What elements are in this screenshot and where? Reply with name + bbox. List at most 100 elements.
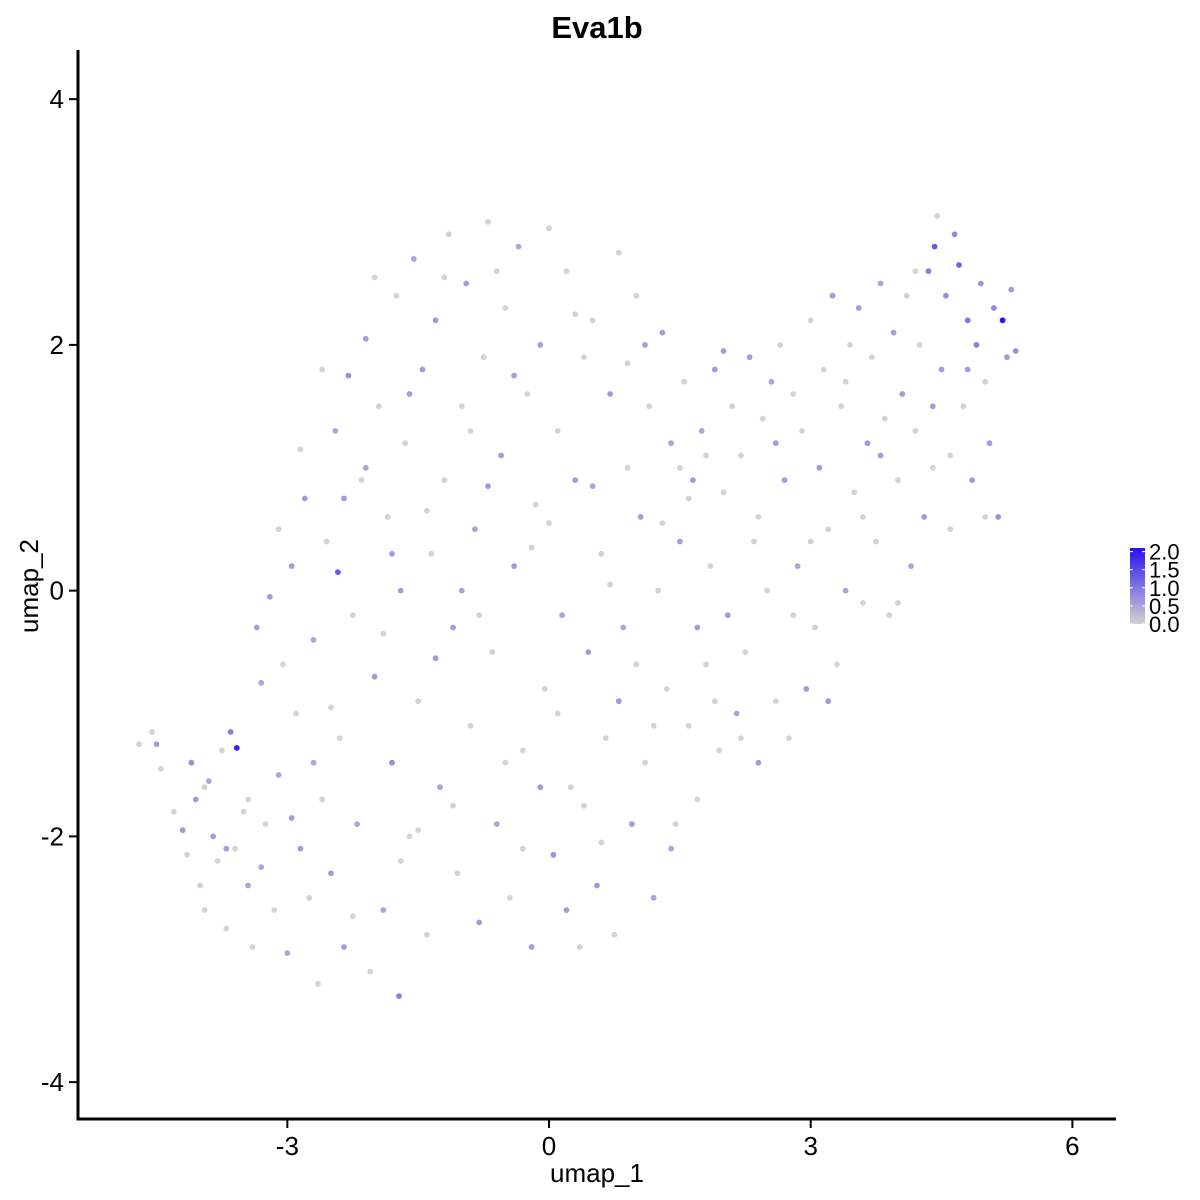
cell-point <box>441 477 448 483</box>
cell-point <box>672 821 679 827</box>
cell-point <box>432 317 439 324</box>
cell-point <box>663 686 670 692</box>
cell-point <box>951 231 958 238</box>
cell-point <box>293 710 299 717</box>
cell-point <box>607 581 613 588</box>
legend-break-label: 0.5 <box>1149 594 1180 619</box>
cell-point <box>720 489 727 496</box>
cell-point <box>589 483 596 490</box>
cell-point <box>681 378 688 385</box>
cell-point <box>396 993 402 999</box>
cell-point <box>637 514 644 520</box>
cell-point <box>685 495 692 502</box>
cell-point <box>424 931 430 938</box>
x-tick-label: 0 <box>542 1131 556 1161</box>
cell-point <box>772 440 779 447</box>
cell-point <box>511 563 517 569</box>
cell-point <box>895 477 901 483</box>
cell-point <box>711 698 718 705</box>
cell-point <box>820 366 827 373</box>
cell-point <box>829 292 836 299</box>
cell-point <box>328 704 334 711</box>
cell-point <box>362 464 369 471</box>
cell-point <box>685 722 692 729</box>
cell-point <box>633 661 640 668</box>
cell-point <box>908 563 914 569</box>
cell-point <box>751 538 757 545</box>
cell-point <box>607 391 613 397</box>
cell-point <box>572 477 579 483</box>
cell-point <box>677 464 683 471</box>
cell-point <box>476 612 483 619</box>
cell-point <box>633 292 640 299</box>
cell-point <box>258 864 265 870</box>
y-tick-label: 2 <box>50 330 64 360</box>
cell-point <box>964 366 971 373</box>
cell-point <box>371 673 378 680</box>
color-legend: 2.01.51.00.50.0 <box>1130 540 1180 637</box>
cell-point <box>799 428 805 434</box>
cell-point <box>916 342 923 348</box>
cell-point <box>349 913 356 920</box>
cell-point <box>467 428 474 434</box>
cell-point <box>335 569 341 576</box>
cell-point <box>511 372 517 379</box>
x-axis-label: umap_1 <box>550 1158 644 1188</box>
cell-point <box>188 759 195 766</box>
cell-point <box>245 882 252 889</box>
cell-point <box>219 747 225 754</box>
cell-point <box>847 342 853 348</box>
cell-point <box>354 821 360 827</box>
cell-point <box>877 452 884 459</box>
cell-point <box>489 649 496 655</box>
x-tick-label: -3 <box>276 1131 299 1161</box>
cell-point <box>153 741 160 748</box>
cell-point <box>253 624 260 631</box>
cell-point <box>284 950 291 956</box>
cell-point <box>192 796 199 803</box>
cell-point <box>956 262 962 268</box>
cell-point <box>716 747 722 754</box>
cell-point <box>925 268 932 275</box>
y-tick-label: -2 <box>41 821 64 851</box>
cell-point <box>947 526 954 533</box>
cell-point <box>267 593 273 600</box>
cell-point <box>659 329 666 336</box>
cell-point <box>934 213 941 219</box>
cell-point <box>424 507 430 514</box>
cell-point <box>472 526 478 533</box>
cell-point <box>629 821 635 827</box>
cell-point <box>275 526 282 533</box>
cell-point <box>572 311 579 318</box>
cell-point <box>860 600 866 606</box>
cell-point <box>179 827 186 834</box>
cell-point <box>895 600 901 606</box>
cell-point <box>450 624 456 631</box>
chart-title: Eva1b <box>551 10 642 45</box>
cell-point <box>977 280 984 287</box>
cell-point <box>450 802 456 809</box>
cell-point <box>864 440 871 447</box>
cell-point <box>598 839 605 846</box>
cell-point <box>567 784 574 791</box>
cell-point <box>903 292 910 299</box>
cell-point <box>929 464 936 471</box>
cell-point <box>158 765 164 772</box>
cell-point <box>969 477 975 483</box>
cell-point <box>694 796 701 803</box>
cell-point <box>406 391 413 397</box>
y-tick-label: 4 <box>50 84 64 114</box>
y-axis-label: umap_2 <box>14 539 44 633</box>
cell-point <box>528 544 535 551</box>
cell-point <box>738 452 744 459</box>
cell-point <box>506 894 513 901</box>
cell-point <box>559 612 565 619</box>
cell-point <box>341 944 347 950</box>
cell-point <box>310 759 317 766</box>
legend-break-label: 0.0 <box>1149 612 1180 637</box>
cell-point <box>921 514 927 520</box>
cell-point <box>537 342 544 348</box>
cell-point <box>485 483 491 490</box>
cell-point <box>315 980 321 987</box>
